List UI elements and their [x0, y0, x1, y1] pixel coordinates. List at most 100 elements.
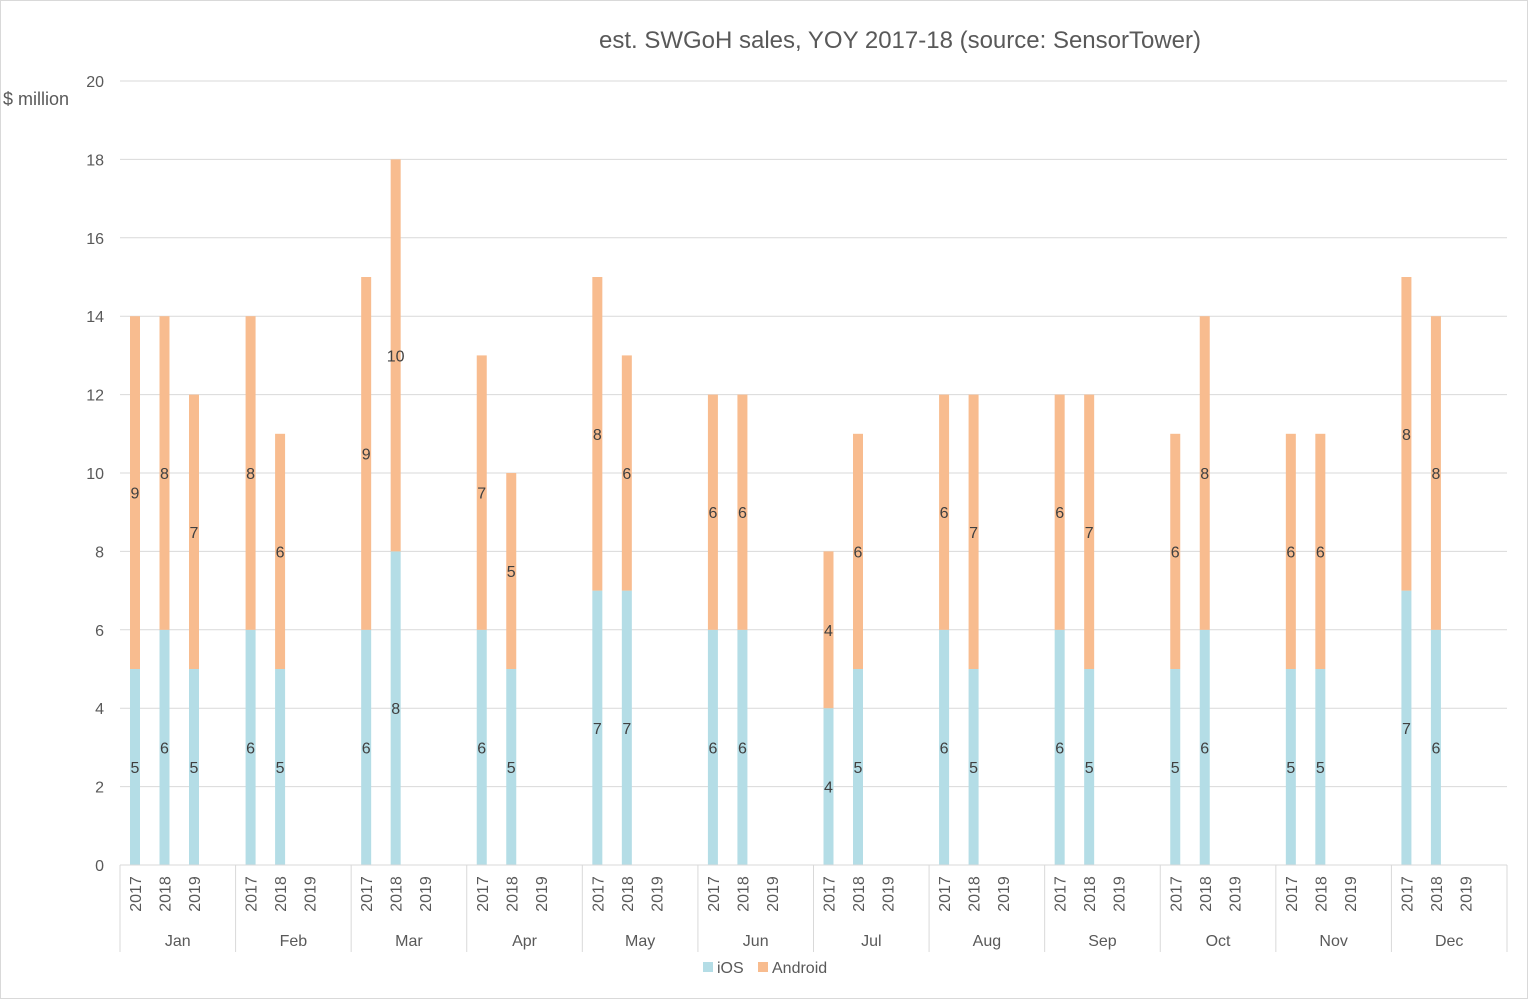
- data-label-android: 6: [708, 505, 717, 522]
- x-tick-label-year: 2019: [418, 876, 435, 912]
- bar-ios: [707, 629, 718, 865]
- x-tick-label-year: 2019: [1112, 876, 1129, 912]
- bar-ios: [390, 551, 401, 865]
- data-label-ios: 6: [1431, 740, 1440, 757]
- bar-android: [621, 355, 632, 591]
- bar-ios: [1199, 629, 1210, 865]
- y-tick-label: 18: [86, 152, 104, 169]
- bar-android: [1054, 394, 1065, 630]
- data-label-ios: 5: [1085, 760, 1094, 777]
- data-label-ios: 6: [1055, 740, 1064, 757]
- bar-data-labels: 5 9 6 8 5 7 6 8 5 6 6 9 8 10 6 7 5 5 7 8 7 6 6 6 6 6 4 4 5 6 6 6 5 7 6 6 5 7 5…: [131, 348, 1441, 796]
- data-label-android: 8: [593, 427, 602, 444]
- data-label-ios: 5: [969, 760, 978, 777]
- bar-ios: [1430, 629, 1441, 865]
- data-label-ios: 5: [507, 760, 516, 777]
- y-tick-label: 14: [86, 309, 104, 326]
- bar-android: [1315, 433, 1326, 669]
- data-label-android: 6: [1316, 544, 1325, 561]
- x-tick-label-year: 2018: [1082, 876, 1099, 912]
- x-tick-label-year: 2017: [359, 876, 376, 912]
- data-label-android: 7: [477, 486, 486, 503]
- x-tick-label-year: 2018: [620, 876, 637, 912]
- gridlines: [120, 80, 1507, 788]
- bar-android: [159, 316, 170, 630]
- data-label-android: 6: [738, 505, 747, 522]
- data-label-ios: 7: [593, 721, 602, 738]
- bar-ios: [1170, 669, 1181, 865]
- y-tick-label: 4: [95, 701, 104, 718]
- x-tick-label-year: 2017: [244, 876, 261, 912]
- bar-android: [1401, 277, 1412, 591]
- data-label-ios: 5: [276, 760, 285, 777]
- x-tick-label-year: 2018: [735, 876, 752, 912]
- data-label-ios: 5: [190, 760, 199, 777]
- data-label-android: 4: [824, 623, 833, 640]
- legend-swatch-ios: [703, 962, 713, 972]
- x-tick-label-month: Apr: [512, 933, 538, 950]
- legend-label-ios: iOS: [717, 960, 744, 977]
- x-tick-label-year: 2019: [765, 876, 782, 912]
- x-tick-label-year: 2018: [158, 876, 175, 912]
- bar-ios: [361, 629, 372, 865]
- bar-ios: [275, 669, 286, 865]
- data-label-android: 6: [854, 544, 863, 561]
- x-tick-label-year: 2019: [1458, 876, 1475, 912]
- data-label-ios: 6: [708, 740, 717, 757]
- bar-android: [1430, 316, 1441, 630]
- bar-ios: [823, 708, 834, 865]
- x-tick-label-month: Jan: [165, 933, 191, 950]
- x-axis: 2017 2018 2019 Jan 2017 2018 2019 Feb 2017 2018 20…: [119, 864, 1508, 952]
- x-tick-label-year: 2017: [1168, 876, 1185, 912]
- bar-android: [1285, 433, 1296, 669]
- bar-android: [939, 394, 950, 630]
- x-tick-label-year: 2017: [706, 876, 723, 912]
- legend-label-android: Android: [772, 960, 827, 977]
- bar-android: [823, 551, 834, 709]
- x-tick-label-month: Jun: [743, 933, 769, 950]
- y-tick-label: 6: [95, 623, 104, 640]
- data-label-android: 8: [160, 466, 169, 483]
- x-tick-label-year: 2019: [534, 876, 551, 912]
- x-tick-label-year: 2019: [187, 876, 204, 912]
- data-label-android: 6: [1286, 544, 1295, 561]
- data-label-ios: 6: [246, 740, 255, 757]
- data-label-android: 6: [276, 544, 285, 561]
- bar-ios: [1285, 669, 1296, 865]
- legend: iOS Android: [703, 960, 827, 977]
- bar-ios: [1084, 669, 1095, 865]
- x-tick-label-month: Jul: [861, 933, 881, 950]
- bar-ios: [621, 590, 632, 865]
- bar-android: [737, 394, 748, 630]
- bar-android: [853, 433, 863, 669]
- data-label-ios: 5: [131, 760, 140, 777]
- bar-ios: [592, 590, 603, 865]
- x-tick-label-year: 2018: [967, 876, 984, 912]
- data-label-android: 8: [246, 466, 255, 483]
- x-tick-label-month: Oct: [1206, 933, 1231, 950]
- bar-ios: [130, 669, 140, 865]
- y-tick-labels: 0 2 4 6 8 10 12 14 16 18 20: [86, 74, 104, 875]
- data-label-android: 8: [1200, 466, 1209, 483]
- data-label-android: 6: [622, 466, 631, 483]
- x-tick-label-year: 2017: [822, 876, 839, 912]
- data-label-android: 6: [1055, 505, 1064, 522]
- x-tick-label-year: 2019: [1343, 876, 1360, 912]
- bar-ios: [853, 669, 863, 865]
- bar-ios: [737, 629, 748, 865]
- bar-ios: [939, 629, 950, 865]
- data-label-ios: 5: [1316, 760, 1325, 777]
- bar-ios: [1315, 669, 1326, 865]
- y-tick-label: 0: [95, 858, 104, 875]
- x-tick-label-month: May: [625, 933, 655, 950]
- x-tick-label-year: 2017: [937, 876, 954, 912]
- x-tick-label-month: Nov: [1319, 933, 1347, 950]
- data-label-ios: 5: [854, 760, 863, 777]
- data-label-ios: 7: [1402, 721, 1411, 738]
- bar-android: [1170, 433, 1181, 669]
- bar-android: [476, 355, 487, 630]
- x-tick-label-year: 2019: [1227, 876, 1244, 912]
- data-label-ios: 7: [622, 721, 631, 738]
- bar-android: [245, 316, 256, 630]
